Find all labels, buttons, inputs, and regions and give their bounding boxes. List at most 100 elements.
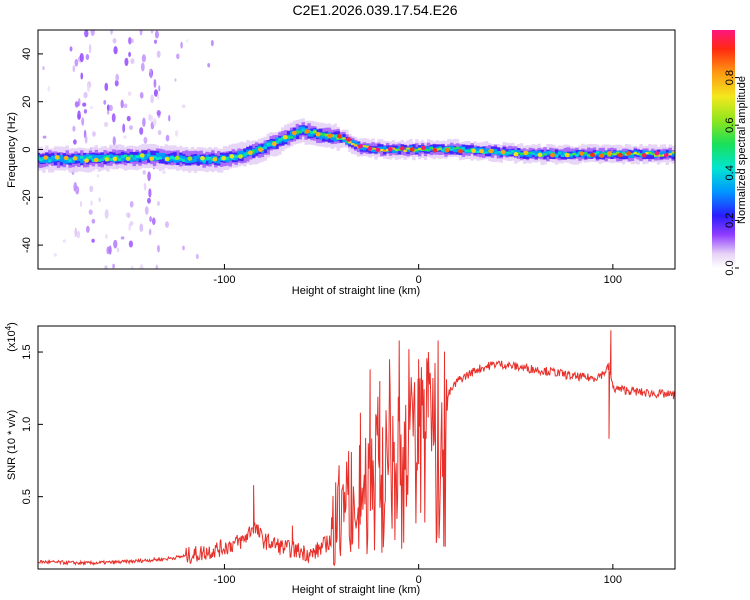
spectrogram-ridge-cell: [196, 158, 201, 162]
spectrogram-ridge-cell: [351, 139, 355, 145]
spectrogram-noise-cell: [42, 135, 47, 139]
spectrogram-ridge-cell: [461, 147, 466, 150]
spectrogram-noise-cell: [139, 30, 143, 36]
spectrogram-ridge-cell: [251, 149, 256, 153]
spectrogram-noise-cell: [103, 121, 109, 127]
spectrogram-ridge-cell: [604, 152, 608, 155]
spectrogram-noise-cell: [124, 57, 129, 67]
spectrogram-ridge-cell: [138, 154, 142, 158]
spectrogram-ridge-cell: [158, 153, 163, 160]
spectrogram-ridge-cell: [662, 150, 667, 156]
spectrogram-ridge-cell: [362, 145, 367, 151]
spectrogram-ridge-cell: [441, 149, 445, 152]
chart-title: C2E1.2026.039.17.54.E26: [292, 2, 458, 18]
spectrogram-ridge-cell: [345, 140, 349, 143]
spectrogram-ridge-cell: [59, 159, 64, 162]
spectrogram-ridge-cell: [586, 154, 591, 157]
spectrogram-noise-cell: [123, 103, 128, 109]
spectrogram-ridge-cell: [246, 152, 250, 155]
spectrogram-peak-cell: [282, 134, 288, 140]
spectrogram-ridge-cell: [450, 147, 454, 155]
spectrogram-noise-cell: [104, 265, 108, 269]
spectrogram-ridge-cell: [444, 147, 448, 150]
spectrogram-ridge-cell: [447, 147, 451, 150]
spectrogram-ridge-cell: [403, 147, 407, 152]
spectrogram-ridge-cell: [630, 153, 635, 159]
spectrogram-ridge-cell: [651, 152, 655, 155]
spectrogram-noise-cell: [165, 221, 169, 228]
spectrogram-ridge-cell: [557, 152, 562, 155]
spectrogram-noise-cell: [80, 72, 84, 80]
spectrogram-peak-cell: [271, 141, 277, 147]
spectrogram-noise-cell: [128, 36, 132, 45]
spectrogram-ridge-cell: [289, 130, 294, 137]
spectrogram-ridge-cell: [330, 134, 335, 141]
spectrogram-ridge-cell: [380, 148, 384, 152]
spectrogram-ridge-cell: [117, 158, 122, 161]
spectrogram-noise-cell: [89, 105, 93, 109]
snr-y-multiplier: (x104): [4, 322, 18, 352]
spectrogram-noise-cell: [195, 253, 199, 260]
spectrogram-ridge-cell: [91, 154, 96, 161]
spectrogram-noise-cell: [162, 170, 166, 174]
spectrogram-ridge-cell: [170, 156, 174, 160]
spectrogram-ridge-cell: [120, 155, 125, 159]
spectrogram-ridge-cell: [668, 150, 672, 156]
spectrogram-noise-cell: [96, 174, 100, 178]
spectrogram-ridge-cell: [560, 154, 565, 158]
spectrogram-peak-cell: [579, 151, 585, 156]
spectrogram-peak-cell: [367, 146, 373, 151]
spectrogram-ridge-cell: [193, 155, 198, 162]
spectrogram-ridge-cell: [476, 150, 480, 154]
spectrogram-noise-cell: [207, 62, 211, 68]
spectrogram-ridge-cell: [554, 154, 559, 157]
spectrogram-ridge-cell: [129, 155, 134, 162]
spectrogram-ridge-cell: [595, 152, 600, 160]
spectrogram-ridge-cell: [307, 130, 311, 137]
spectrogram-noise-cell: [53, 253, 57, 257]
spectrogram-peak-cell: [458, 148, 463, 154]
spectrogram-peak-cell: [112, 156, 118, 162]
colorbar: 0.0 0.2 0.4 0.6 0.8 Normalized spectral ampl…: [712, 30, 748, 276]
spectrogram-noise-cell: [168, 114, 171, 122]
spectrogram-ridge-cell: [406, 147, 410, 150]
spectrogram-ridge-cell: [266, 142, 270, 146]
spectrogram-ridge-cell: [275, 141, 279, 144]
spectrogram-ridge-cell: [289, 135, 294, 139]
spectrogram-ridge-cell: [112, 155, 116, 159]
spectrogram-ridge-cell: [321, 133, 326, 137]
spectrogram-ridge-cell: [619, 150, 623, 156]
spectrogram-ridge-cell: [80, 155, 84, 159]
spectrogram-peak-cell: [523, 150, 529, 156]
spectrogram-noise-cell: [129, 125, 133, 130]
spectrogram-ridge-cell: [534, 154, 538, 157]
snr-y-tick-label: 1.0: [21, 417, 33, 432]
spectrogram-noise-cell: [74, 58, 79, 67]
spectrogram-ridge-cell: [45, 156, 49, 163]
spectrogram-peak-cell: [149, 156, 155, 161]
spectrogram-peak-cell: [590, 152, 595, 158]
spectrogram-ridge-cell: [77, 156, 81, 160]
spectrogram-ridge-cell: [621, 152, 626, 155]
spectrogram-ridge-cell: [190, 156, 195, 160]
spectrogram-ridge-cell: [362, 144, 367, 148]
spectrogram-ridge-cell: [231, 157, 235, 160]
spectrogram-ridge-cell: [435, 148, 439, 151]
spectrogram-peak-cell: [654, 151, 660, 156]
spectrogram-ridge-cell: [83, 154, 87, 161]
spectrogram-noise-cell: [113, 46, 118, 55]
spectrogram-noise-cell: [180, 41, 183, 49]
spectrogram-ridge-cell: [391, 147, 396, 150]
spectrogram-ridge-cell: [50, 155, 55, 159]
spectrogram-ridge-cell: [624, 153, 629, 156]
spectrogram-ridge-cell: [546, 151, 550, 154]
snr-y-ticks: 0.5 1.0 1.5: [21, 344, 43, 504]
spectrogram-ridge-cell: [452, 147, 457, 153]
spectrogram-ridge-cell: [627, 153, 632, 158]
spectrogram-ridge-cell: [80, 157, 84, 164]
spectrogram-ridge-cell: [318, 132, 323, 136]
spectrogram-noise-cell: [150, 30, 154, 34]
spectrogram-peak-cell: [84, 158, 89, 163]
spectrogram-ridge-cell: [342, 137, 346, 142]
